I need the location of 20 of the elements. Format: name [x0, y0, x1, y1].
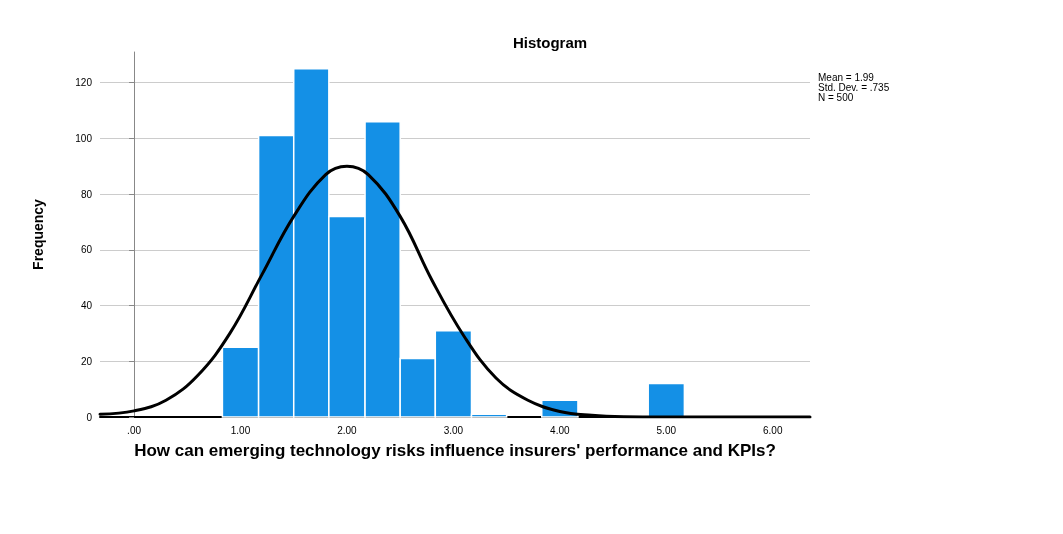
chart-title: Histogram: [512, 34, 588, 51]
x-tick-label: 1.00: [230, 424, 251, 436]
x-tick-label: .00: [127, 424, 142, 436]
y-tick-label: 20: [80, 355, 93, 367]
y-tick-label: 100: [75, 132, 93, 144]
text: Std. Dev. = .735: [818, 81, 890, 93]
y-axis-title: Frequency: [30, 198, 46, 270]
text: N = 500: [818, 91, 854, 103]
x-tick-label: 4.00: [550, 424, 571, 436]
x-tick-label: 2.00: [337, 424, 358, 436]
x-tick-label: 6.00: [763, 424, 783, 436]
y-tick-label: 40: [80, 300, 93, 312]
y-tick-label: 120: [75, 77, 93, 89]
text: Mean = 1.99: [818, 71, 875, 83]
x-tick-label: 3.00: [443, 424, 464, 436]
x-axis-title: How can emerging technology risks influence insurers' performance and KPIs?: [134, 440, 776, 460]
y-tick-label: 80: [80, 188, 93, 200]
y-tick-label: 60: [80, 244, 93, 256]
y-tick-label: 0: [86, 411, 93, 423]
x-tick-label: 5.00: [656, 424, 677, 436]
